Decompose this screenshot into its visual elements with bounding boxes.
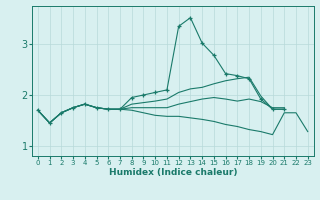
X-axis label: Humidex (Indice chaleur): Humidex (Indice chaleur) bbox=[108, 168, 237, 177]
